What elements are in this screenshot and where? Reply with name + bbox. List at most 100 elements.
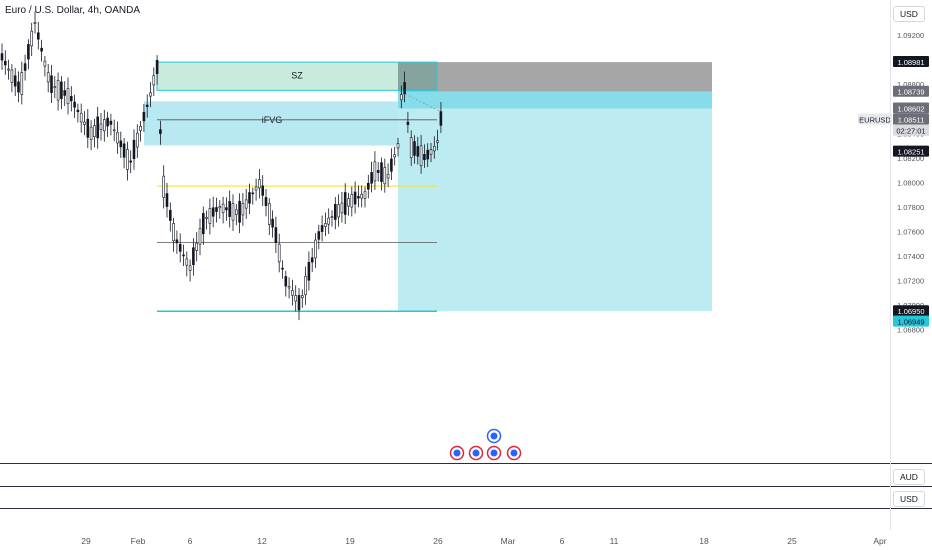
candle-body	[333, 204, 337, 220]
candle-body	[10, 69, 14, 83]
candle-body	[208, 208, 212, 224]
candle-body	[122, 143, 126, 158]
candle-body	[195, 242, 198, 251]
projection-line	[404, 93, 441, 112]
candle-body	[46, 72, 50, 83]
y-tick-label: 1.07600	[897, 227, 924, 236]
y-tick-label: 1.07400	[897, 252, 924, 261]
candle-body	[198, 228, 202, 245]
candle-body	[33, 21, 37, 24]
aud-pane-label[interactable]: AUD	[893, 469, 925, 485]
pane-divider[interactable]	[0, 508, 932, 509]
candle-body	[30, 30, 34, 47]
candle-body	[277, 243, 281, 263]
candle-body	[386, 173, 390, 179]
candle-body	[406, 121, 410, 125]
candle-body	[314, 239, 317, 259]
candle-body	[162, 175, 165, 198]
candle-body	[96, 116, 99, 139]
price-label-bg	[893, 113, 929, 125]
pane-divider[interactable]	[0, 486, 932, 487]
candle-body	[274, 227, 278, 243]
x-tick-label: 19	[345, 536, 355, 546]
candle-body	[225, 207, 228, 211]
candle-body	[373, 161, 377, 182]
candle-body	[13, 75, 17, 87]
usd-pane-label[interactable]: USD	[893, 491, 925, 507]
candle-body	[413, 141, 416, 156]
x-tick-label: Feb	[131, 536, 146, 546]
candle-body	[426, 149, 430, 160]
candle-body	[188, 265, 192, 271]
candle-body	[169, 210, 172, 221]
candle-body	[284, 276, 288, 287]
candle-body	[324, 223, 327, 227]
candle-body	[73, 101, 76, 108]
currency-selector[interactable]: USD	[893, 6, 925, 22]
candle-body	[281, 267, 284, 270]
candle-body	[129, 160, 132, 163]
x-tick-label: 29	[81, 536, 91, 546]
candle-body	[248, 192, 251, 204]
candle-body	[300, 295, 304, 299]
candle-body	[155, 60, 159, 74]
candle-body	[119, 140, 123, 148]
candle-body	[238, 200, 241, 223]
candle-body	[228, 201, 231, 217]
candle-body	[43, 60, 47, 67]
candle-body	[340, 202, 344, 214]
candle-body	[423, 154, 426, 161]
candle-body	[178, 243, 182, 252]
candle-body	[139, 125, 142, 131]
candle-body	[7, 68, 10, 71]
candle-body	[366, 182, 370, 190]
x-tick-label: 12	[257, 536, 267, 546]
candle-body	[211, 207, 215, 217]
zone-short-stop	[398, 62, 712, 92]
candle-body	[383, 167, 387, 185]
candle-body	[304, 275, 307, 296]
y-tick-label: 1.07800	[897, 203, 924, 212]
candle-body	[376, 170, 380, 173]
candle-body	[79, 112, 83, 123]
candle-body	[172, 223, 175, 241]
candle-body	[221, 203, 225, 213]
candle-body	[360, 194, 364, 199]
candle-body	[317, 231, 321, 240]
event-flag-dot	[490, 432, 498, 440]
candle-body	[363, 191, 367, 199]
pane-divider[interactable]	[0, 463, 932, 464]
x-tick-label: 26	[433, 536, 443, 546]
candle-body	[343, 192, 347, 215]
x-tick-label: 6	[188, 536, 193, 546]
event-flag-dot	[453, 449, 461, 457]
candle-body	[353, 191, 357, 205]
candle-body	[182, 254, 185, 257]
candle-body	[287, 286, 291, 289]
candle-body	[347, 198, 350, 207]
candle-body	[93, 125, 96, 138]
candle-body	[63, 90, 67, 96]
candle-body	[185, 258, 189, 266]
candle-body	[165, 193, 169, 207]
candle-body	[89, 126, 93, 140]
price-label: 02:27:01	[896, 127, 925, 136]
candle-body	[396, 143, 400, 149]
candle-body	[258, 179, 261, 189]
zone-sz	[157, 62, 398, 91]
candle-body	[17, 81, 20, 93]
candle-body	[145, 104, 149, 107]
candle-body	[267, 203, 271, 225]
event-flag-dot	[490, 449, 498, 457]
y-tick-label: 1.09200	[897, 31, 924, 40]
candle-body	[291, 290, 294, 296]
candle-body	[86, 118, 90, 138]
chart-title: Euro / U.S. Dollar, 4h, OANDA	[5, 5, 141, 16]
zone-short-risk	[398, 91, 712, 109]
candle-body	[254, 186, 258, 191]
candle-body	[327, 217, 331, 225]
candle-body	[297, 295, 301, 311]
candle-body	[429, 149, 433, 155]
candle-body	[109, 120, 113, 125]
